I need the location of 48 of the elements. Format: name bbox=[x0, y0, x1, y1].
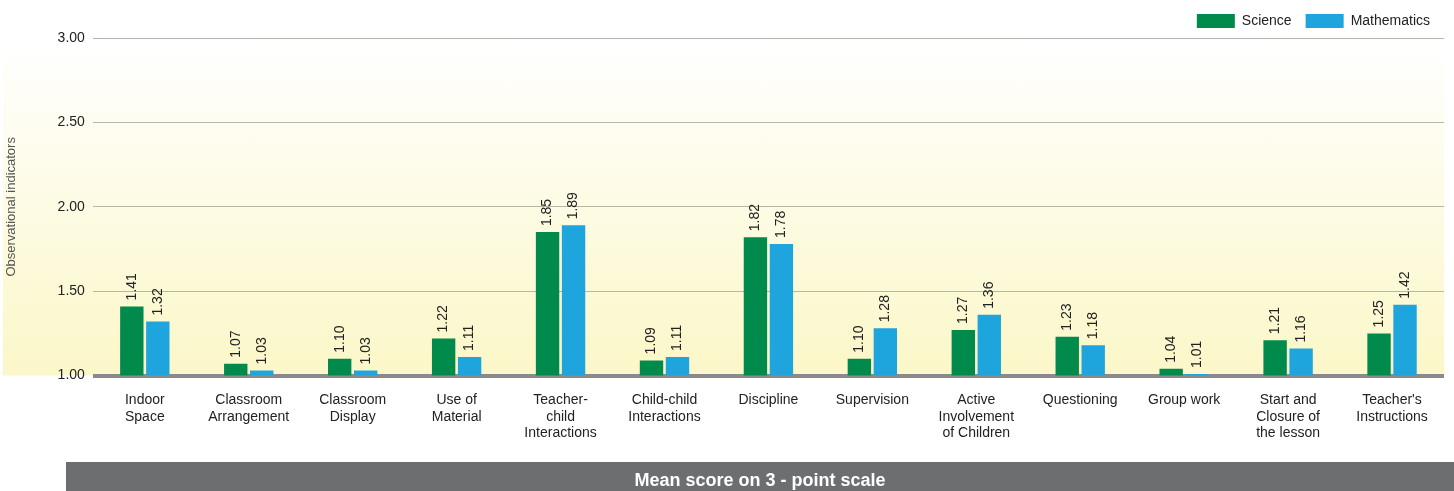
data-label: 1.42 bbox=[1395, 271, 1412, 299]
y-axis-title: Observational indicators bbox=[3, 136, 19, 277]
data-label: 1.82 bbox=[746, 203, 763, 232]
x-tick-label: Questioning bbox=[1042, 390, 1118, 407]
data-label: 1.10 bbox=[850, 325, 867, 353]
y-tick-label: 3.00 bbox=[57, 28, 86, 45]
x-tick-label: Group work bbox=[1147, 390, 1222, 407]
data-label: 1.28 bbox=[876, 294, 893, 323]
y-tick-label: 2.00 bbox=[57, 197, 86, 214]
data-label: 1.11 bbox=[668, 324, 685, 352]
data-label: 1.03 bbox=[356, 337, 373, 365]
data-label: 1.89 bbox=[564, 191, 581, 220]
x-tick-label: Indoor Space bbox=[124, 390, 165, 424]
x-tick-label: Teacher-child Interactions bbox=[524, 390, 597, 441]
data-label: 1.03 bbox=[252, 337, 269, 365]
x-tick-label: Classroom Display bbox=[319, 390, 387, 424]
x-tick-label: Active Involvement of Children bbox=[938, 390, 1015, 441]
x-tick-label: Classroom Arrangement bbox=[208, 390, 290, 424]
data-label: 1.11 bbox=[460, 324, 477, 352]
legend-label: Science bbox=[1241, 11, 1292, 28]
y-tick-label: 1.00 bbox=[57, 366, 86, 383]
x-tick-label: Child-child Interactions bbox=[628, 390, 701, 424]
x-axis-title: Mean score on 3 - point scale bbox=[66, 462, 1454, 491]
data-label: 1.18 bbox=[1084, 311, 1101, 340]
legend-label: Mathematics bbox=[1350, 11, 1430, 28]
data-label: 1.32 bbox=[148, 288, 165, 316]
data-label: 1.41 bbox=[122, 272, 139, 301]
x-tick-label: Teacher's Instructions bbox=[1356, 390, 1428, 424]
x-tick-label: Start and Closure of the lesson bbox=[1256, 390, 1321, 441]
x-tick-label: Use of Material bbox=[431, 390, 482, 424]
data-label: 1.27 bbox=[954, 296, 971, 325]
x-tick-label: Supervision bbox=[835, 390, 909, 407]
data-label: 1.04 bbox=[1162, 335, 1179, 363]
data-label: 1.21 bbox=[1265, 306, 1282, 335]
data-label: 1.10 bbox=[330, 325, 347, 353]
data-label: 1.22 bbox=[434, 305, 451, 333]
data-label: 1.01 bbox=[1188, 340, 1205, 368]
data-label: 1.85 bbox=[538, 198, 555, 227]
data-label: 1.23 bbox=[1058, 303, 1075, 331]
data-label: 1.25 bbox=[1369, 299, 1386, 328]
data-label: 1.09 bbox=[642, 326, 659, 355]
data-label: 1.78 bbox=[772, 210, 789, 238]
data-label: 1.07 bbox=[226, 330, 243, 358]
x-tick-label: Discipline bbox=[738, 390, 799, 407]
y-tick-label: 1.50 bbox=[57, 282, 86, 299]
data-label: 1.16 bbox=[1291, 315, 1308, 343]
data-label: 1.36 bbox=[980, 281, 997, 309]
y-tick-label: 2.50 bbox=[57, 113, 86, 130]
